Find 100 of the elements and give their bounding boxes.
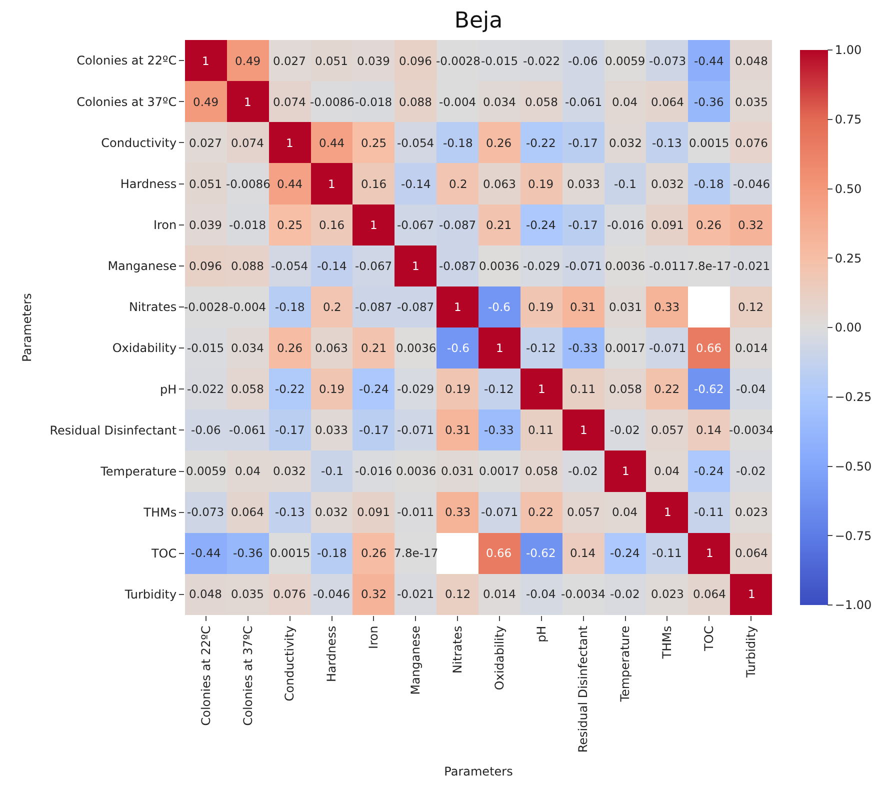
data-label: 0.33 [654,300,680,314]
data-label: -0.054 [271,259,308,273]
data-label: 0.048 [189,587,222,601]
y-tick-label: Iron [153,218,177,232]
data-label: 0.12 [738,300,764,314]
data-label: -0.0028 [436,54,480,68]
data-label: 1 [454,300,462,314]
data-label: -0.02 [610,423,640,437]
data-label: -0.016 [607,218,644,232]
data-label: -0.004 [229,300,266,314]
data-label: 0.04 [612,95,638,109]
data-label: -0.087 [355,300,392,314]
x-tick-label: TOC [702,626,716,652]
data-label: -0.11 [652,546,682,560]
data-label: 0.26 [696,218,722,232]
data-label: -0.62 [526,546,556,560]
data-label: 0.22 [528,505,554,519]
data-label: -0.14 [317,259,347,273]
x-tick-label: Residual Disinfectant [576,626,590,753]
data-label: 0.26 [277,341,303,355]
data-label: 0.32 [738,218,764,232]
data-label: 0.14 [696,423,722,437]
data-label: -0.0028 [184,300,228,314]
data-label: 0.063 [483,177,516,191]
data-label: -0.0034 [561,587,606,601]
data-label: -0.071 [649,341,686,355]
data-label: -0.17 [568,136,598,150]
x-axis-title: Parameters [444,764,513,779]
data-label: 0.44 [319,136,345,150]
data-label: 0.31 [570,300,596,314]
data-label: 0.11 [528,423,554,437]
data-label: 0.048 [735,54,768,68]
data-label: -0.015 [187,341,224,355]
data-label: -0.24 [359,382,389,396]
data-label: 0.26 [361,546,387,560]
data-label: -0.14 [401,177,431,191]
y-tick-label: Turbidity [124,588,177,602]
data-label: 0.033 [315,423,348,437]
data-label: -0.17 [359,423,389,437]
data-label: -0.073 [649,54,686,68]
y-tick-label: Manganese [108,259,177,274]
y-tick-label: Oxidability [112,341,177,356]
data-label: -0.24 [610,546,640,560]
data-label: -0.6 [488,300,510,314]
data-label: -0.22 [526,136,556,150]
data-label: 0.66 [696,341,722,355]
data-label: 0.051 [189,177,222,191]
data-label: -0.018 [355,95,392,109]
x-tick-label: Colonies at 37ºC [240,626,255,726]
data-label: -0.0086 [310,95,354,109]
data-label: -0.02 [568,464,598,478]
data-label: 0.032 [609,136,642,150]
data-label: -0.071 [481,505,518,519]
data-label: 0.25 [277,218,303,232]
data-label: 0.0059 [186,464,226,478]
data-label: -0.021 [397,587,434,601]
data-label: 0.063 [315,341,348,355]
data-label: -0.18 [275,300,305,314]
data-label: 0.16 [319,218,345,232]
x-tick-label: Nitrates [450,626,464,674]
data-label: -0.44 [191,546,221,560]
data-label: 7.8e-17 [687,259,732,273]
data-label: 1 [496,341,504,355]
data-label: 0.0015 [689,136,730,150]
data-label: 0.023 [651,587,684,601]
x-tick-label: Hardness [324,626,339,682]
data-label: 1 [664,505,672,519]
chart-title: Beja [454,8,503,34]
data-label: 0.023 [735,505,768,519]
data-label: 1 [622,464,630,478]
data-label: 1 [538,382,546,396]
data-label: 0.04 [235,464,261,478]
data-label: 7.8e-17 [394,546,438,560]
data-label: 0.31 [445,423,471,437]
data-label: -0.36 [694,95,724,109]
data-label: 0.0017 [605,341,646,355]
data-label: 0.035 [231,587,264,601]
data-label: -0.0034 [729,423,774,437]
data-label: 1 [748,587,756,601]
y-tick-label: Nitrates [128,300,177,314]
data-label: 0.19 [319,382,345,396]
data-label: -0.061 [565,95,602,109]
data-label: 0.66 [486,546,512,560]
data-label: -0.021 [733,259,770,273]
data-label: 0.039 [189,218,222,232]
data-label: 0.2 [323,300,342,314]
data-label: -0.046 [313,587,350,601]
x-tick-label: Iron [366,626,381,649]
data-label: -0.018 [229,218,266,232]
x-tick-label: THMs [660,626,674,660]
data-label: -0.046 [733,177,770,191]
data-label: 0.21 [361,341,387,355]
data-label: 0.0036 [396,341,436,355]
data-label: -0.06 [191,423,221,437]
data-label: -0.12 [484,382,514,396]
data-label: -0.061 [229,423,266,437]
data-label: 0.19 [528,177,554,191]
data-label: 0.027 [189,136,222,150]
data-label: 0.25 [361,136,387,150]
data-label: 0.058 [525,464,558,478]
